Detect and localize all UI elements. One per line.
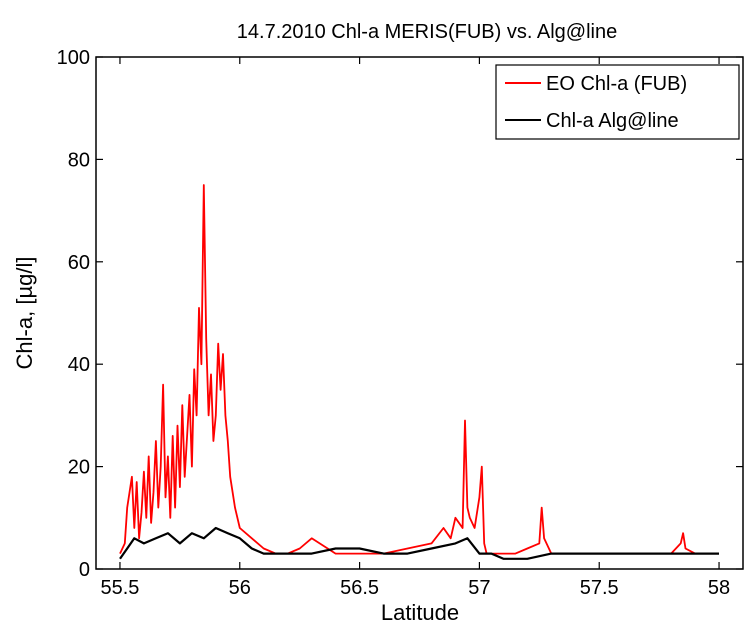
x-tick-label: 56.5 — [340, 577, 379, 599]
x-axis-label: Latitude — [381, 600, 459, 625]
y-tick-label: 100 — [57, 47, 90, 69]
x-tick-label: 56 — [229, 577, 251, 599]
x-tick-label: 55.5 — [100, 577, 139, 599]
series-lines — [119, 184, 719, 560]
x-tick-label: 58 — [708, 577, 730, 599]
plot-area — [95, 56, 744, 570]
legend: EO Chl-a (FUB) Chl-a Alg@line — [495, 64, 740, 140]
y-tick-label: 0 — [79, 559, 90, 581]
legend-label-eo: EO Chl-a (FUB) — [546, 73, 687, 95]
series-line-chl-a-algaline — [119, 526, 719, 560]
y-tick-label: 80 — [68, 149, 90, 171]
x-tick-label: 57 — [468, 577, 490, 599]
legend-label-algaline: Chl-a Alg@line — [546, 110, 679, 132]
series-line-eo-chl-a-fub — [119, 184, 719, 555]
y-tick-label: 40 — [68, 354, 90, 376]
axis-ticks: 55.5 56 56.5 57 57.5 58 0 20 40 60 80 100 — [57, 47, 743, 599]
y-tick-label: 20 — [68, 457, 90, 479]
legend-box — [495, 64, 740, 140]
x-tick-label: 57.5 — [580, 577, 619, 599]
chart-title: 14.7.2010 Chl-a MERIS(FUB) vs. Alg@line — [237, 21, 617, 43]
y-tick-label: 60 — [68, 252, 90, 274]
y-axis-label: Chl-a, [µg/l] — [12, 257, 37, 370]
